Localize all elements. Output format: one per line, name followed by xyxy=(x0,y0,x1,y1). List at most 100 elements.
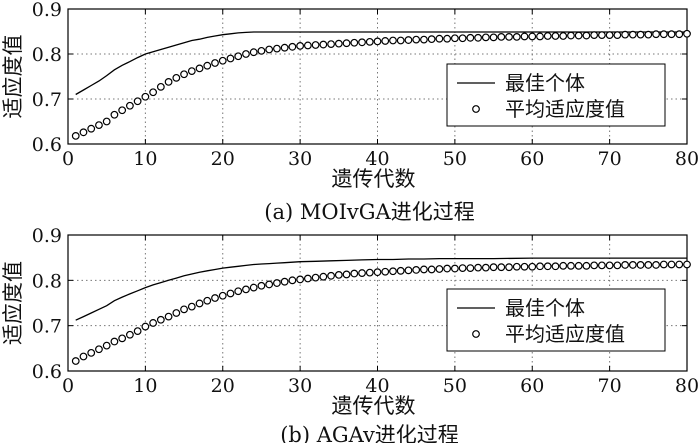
average-point xyxy=(590,261,599,270)
average-point xyxy=(389,36,397,45)
average-point xyxy=(474,33,482,42)
y-tick-label: 0.9 xyxy=(32,225,62,247)
average-point xyxy=(559,32,568,40)
average-point xyxy=(342,270,351,279)
average-point xyxy=(396,36,405,45)
average-point xyxy=(311,273,320,282)
average-point xyxy=(288,276,297,285)
average-point xyxy=(574,261,583,270)
average-point xyxy=(257,281,266,290)
average-point xyxy=(95,345,103,354)
average-point xyxy=(659,30,668,39)
legend-label-best: 最佳个体 xyxy=(505,296,585,320)
average-point xyxy=(141,92,150,101)
average-point xyxy=(288,42,297,51)
average-point xyxy=(667,260,676,269)
x-tick-label: 70 xyxy=(598,148,622,170)
y-axis-label: 适应度值 xyxy=(1,261,25,345)
average-point xyxy=(211,59,219,67)
x-tick-label: 0 xyxy=(62,148,74,170)
average-point xyxy=(435,265,444,273)
average-point xyxy=(659,260,668,269)
x-tick-label: 40 xyxy=(365,375,389,397)
x-tick-label: 80 xyxy=(675,148,699,170)
average-point xyxy=(296,275,305,284)
average-point xyxy=(675,260,684,269)
legend-label-average: 平均适应度值 xyxy=(505,322,625,346)
average-point xyxy=(636,30,645,39)
average-point xyxy=(512,262,521,271)
y-tick-label: 0.6 xyxy=(32,361,62,383)
y-tick-label: 0.7 xyxy=(32,316,62,338)
average-point xyxy=(156,315,165,324)
average-point xyxy=(621,30,629,39)
average-point xyxy=(218,56,227,65)
average-point xyxy=(133,327,142,336)
average-point xyxy=(497,263,506,272)
series-best-line xyxy=(75,31,687,96)
x-tick-label: 30 xyxy=(288,375,312,397)
average-point xyxy=(567,31,575,40)
average-point xyxy=(489,33,498,42)
legend-box xyxy=(446,288,666,352)
average-point xyxy=(365,37,374,46)
average-point xyxy=(273,279,281,287)
average-point xyxy=(605,261,614,270)
average-point xyxy=(365,268,374,277)
average-point xyxy=(172,309,181,317)
average-point xyxy=(79,128,88,137)
average-point xyxy=(443,264,452,273)
average-point xyxy=(350,38,359,47)
average-point xyxy=(319,272,328,281)
average-point xyxy=(420,35,428,44)
average-point xyxy=(187,302,196,311)
average-point xyxy=(303,274,312,283)
average-point xyxy=(528,262,537,271)
average-point xyxy=(265,45,274,54)
average-point xyxy=(110,110,119,119)
x-tick-label: 60 xyxy=(520,148,544,170)
average-point xyxy=(474,263,482,272)
average-point xyxy=(226,289,235,298)
average-point xyxy=(450,264,459,273)
x-axis-label: 遗传代数 xyxy=(332,167,416,191)
average-point xyxy=(273,44,281,53)
average-point xyxy=(373,37,382,46)
average-point xyxy=(628,30,637,39)
average-point xyxy=(226,54,235,63)
average-point xyxy=(543,262,552,271)
average-point xyxy=(512,33,521,41)
average-point xyxy=(118,106,127,115)
average-point xyxy=(675,30,684,39)
average-point xyxy=(71,357,80,365)
average-point xyxy=(242,50,250,58)
average-point xyxy=(458,264,467,272)
average-point xyxy=(381,37,390,45)
average-point xyxy=(381,267,390,276)
x-tick-label: 40 xyxy=(365,148,389,170)
average-point xyxy=(528,32,537,41)
average-point xyxy=(327,271,335,280)
average-point xyxy=(211,294,219,302)
series-best-line xyxy=(75,257,687,321)
average-point xyxy=(280,277,289,286)
average-point xyxy=(427,265,436,274)
average-point xyxy=(164,77,173,86)
average-point xyxy=(497,33,506,41)
average-point xyxy=(613,31,622,39)
average-point xyxy=(342,39,351,48)
average-point xyxy=(141,322,150,331)
average-point xyxy=(621,261,629,269)
average-point xyxy=(551,262,560,271)
chart-b-caption: (b) AGAv进化过程 xyxy=(280,423,459,443)
x-tick-label: 70 xyxy=(598,375,622,397)
average-point xyxy=(79,352,88,361)
average-point xyxy=(280,43,289,52)
average-point xyxy=(164,312,173,321)
average-point xyxy=(435,34,444,43)
average-point xyxy=(156,82,165,91)
chart-a-moivga: (a) MOIvGA进化过程 0 10 20 30 40 50 60 70 80 0.6 0.7 0.… xyxy=(1,0,699,224)
average-point xyxy=(203,61,212,70)
